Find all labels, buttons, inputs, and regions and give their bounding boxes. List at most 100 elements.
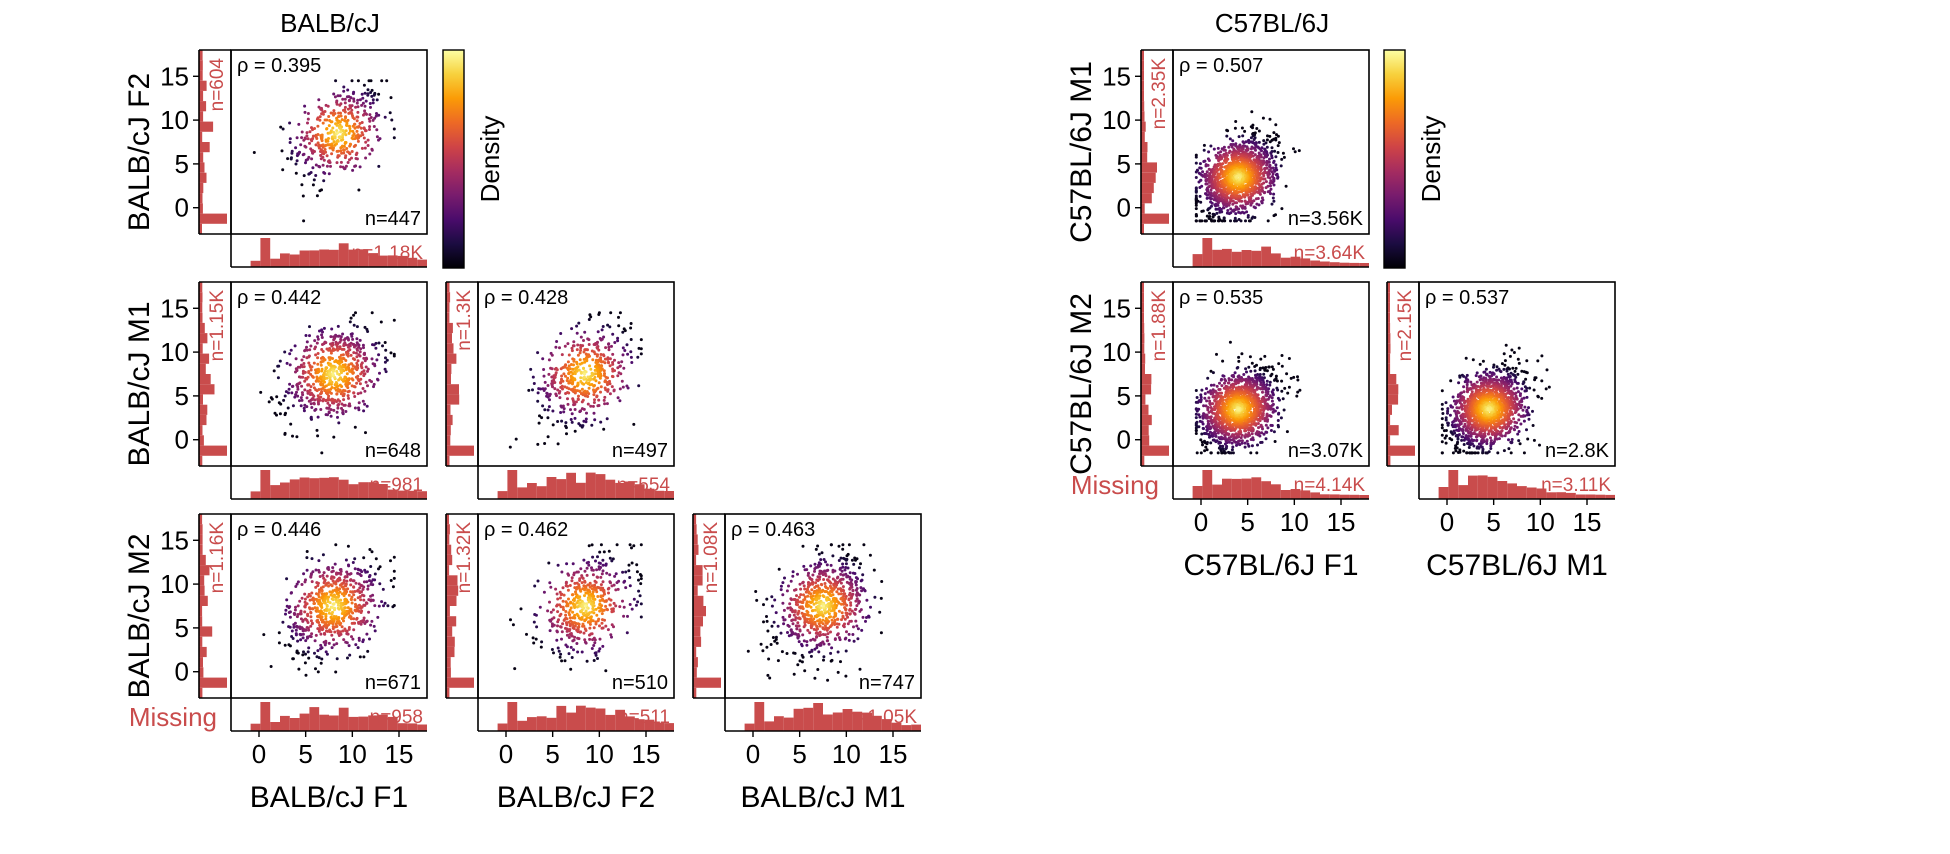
scatter-point bbox=[602, 335, 606, 339]
scatter-point bbox=[841, 562, 845, 566]
scatter-point bbox=[806, 594, 810, 598]
scatter-point bbox=[854, 576, 858, 580]
scatter-point bbox=[352, 97, 356, 101]
colorbar-gradient bbox=[442, 49, 465, 269]
scatter-point bbox=[583, 569, 587, 573]
scatter-point bbox=[570, 349, 574, 353]
scatter-point bbox=[314, 585, 318, 589]
scatter-point bbox=[293, 621, 297, 625]
scatter-point bbox=[532, 382, 536, 385]
scatter-point bbox=[565, 432, 568, 436]
scatter-point bbox=[541, 357, 545, 361]
scatter-point bbox=[829, 563, 833, 567]
scatter-point bbox=[313, 127, 316, 130]
scatter-point bbox=[854, 588, 858, 592]
scatter-point bbox=[809, 592, 813, 596]
scatter-point bbox=[332, 435, 336, 439]
scatter-point bbox=[352, 593, 356, 597]
scatter-point bbox=[1260, 196, 1264, 200]
scatter-point bbox=[301, 636, 305, 640]
scatter-point bbox=[819, 606, 823, 610]
scatter-point bbox=[594, 651, 598, 655]
scatter-point bbox=[569, 645, 573, 649]
scatter-point bbox=[611, 352, 615, 356]
left-hist-bar bbox=[199, 333, 208, 344]
scatter-point bbox=[302, 406, 306, 410]
n-label: n=497 bbox=[612, 440, 668, 462]
scatter-point bbox=[313, 150, 316, 153]
scatter-point bbox=[803, 669, 807, 673]
scatter-point bbox=[345, 123, 348, 127]
scatter-point bbox=[309, 611, 313, 615]
x-tick-label: 5 bbox=[298, 739, 312, 769]
scatter-point bbox=[818, 590, 822, 594]
left-hist-bar bbox=[199, 312, 203, 323]
scatter-point bbox=[356, 98, 360, 102]
scatter-point bbox=[380, 79, 384, 83]
scatter-point bbox=[566, 402, 570, 406]
scatter-point bbox=[300, 626, 304, 630]
scatter-point bbox=[316, 649, 320, 653]
scatter-point bbox=[549, 610, 553, 614]
scatter-point bbox=[809, 605, 813, 609]
scatter-point bbox=[575, 362, 579, 366]
scatter-point bbox=[303, 110, 307, 114]
scatter-point bbox=[795, 627, 799, 631]
scatter-point bbox=[818, 630, 822, 634]
scatter-point bbox=[583, 638, 587, 642]
scatter-point bbox=[370, 550, 374, 554]
scatter-point bbox=[373, 572, 377, 576]
left-hist-bar bbox=[199, 182, 204, 194]
scatter-point bbox=[340, 402, 344, 406]
scatter-point bbox=[330, 633, 334, 637]
scatter-point bbox=[587, 600, 591, 604]
scatter-point bbox=[587, 318, 591, 321]
scatter-point bbox=[331, 372, 335, 376]
scatter-point bbox=[285, 361, 289, 365]
scatter-point bbox=[1194, 176, 1198, 179]
scatter-point bbox=[316, 124, 320, 128]
scatter-point bbox=[303, 370, 307, 374]
scatter-point bbox=[1233, 216, 1237, 220]
scatter-point bbox=[809, 564, 813, 568]
scatter-point bbox=[1247, 219, 1251, 223]
scatter-point bbox=[327, 641, 331, 645]
scatter-point bbox=[829, 581, 833, 585]
bottom-hist-bar bbox=[338, 479, 349, 499]
scatter-point bbox=[594, 580, 598, 584]
scatter-point bbox=[597, 606, 601, 610]
scatter-point bbox=[309, 344, 313, 348]
scatter-point bbox=[576, 365, 580, 369]
scatter-point bbox=[569, 378, 573, 382]
scatter-point bbox=[621, 330, 625, 334]
scatter-point bbox=[275, 413, 278, 417]
scatter-point bbox=[553, 387, 557, 391]
scatter-point bbox=[291, 384, 295, 388]
scatter-point bbox=[822, 658, 825, 662]
scatter-point bbox=[327, 348, 331, 352]
scatter-point bbox=[383, 367, 387, 371]
scatter-point bbox=[593, 368, 597, 372]
bottom-hist-bar bbox=[289, 718, 300, 731]
scatter-point bbox=[548, 398, 551, 402]
scatter-point bbox=[848, 612, 852, 616]
scatter-point bbox=[546, 408, 550, 412]
scatter-point bbox=[551, 423, 555, 427]
bottom-hist-bar bbox=[270, 258, 280, 267]
scatter-point bbox=[377, 353, 381, 357]
scatter-point bbox=[362, 352, 366, 356]
scatter-point bbox=[320, 133, 324, 137]
scatter-point bbox=[620, 379, 624, 383]
scatter-point bbox=[283, 643, 287, 647]
scatter-point bbox=[379, 320, 383, 324]
scatter-point bbox=[801, 633, 805, 637]
scatter-point bbox=[593, 641, 597, 645]
scatter-point bbox=[320, 646, 324, 650]
scatter-point bbox=[303, 610, 307, 614]
scatter-point bbox=[365, 580, 369, 584]
scatter-point bbox=[608, 573, 612, 577]
scatter-point bbox=[813, 608, 817, 612]
scatter-point bbox=[591, 404, 595, 408]
scatter-point bbox=[573, 385, 577, 389]
